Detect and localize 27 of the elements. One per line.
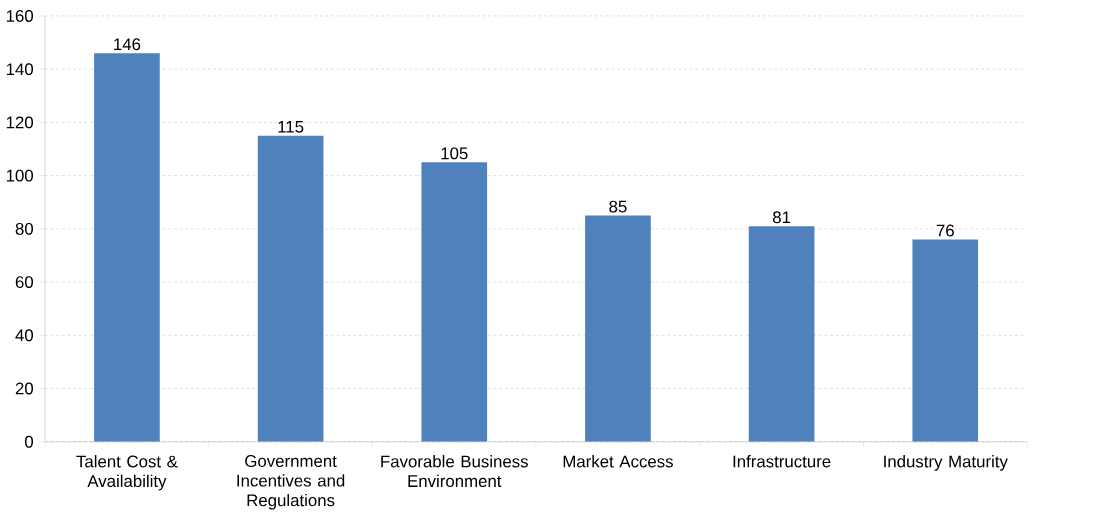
x-tick-label: Talent Cost & Availability xyxy=(76,454,178,491)
x-tick-label: Market Access xyxy=(563,454,673,468)
y-tick-label: 60 xyxy=(15,276,34,288)
y-tick-label: 20 xyxy=(15,382,34,395)
y-tick-label: 100 xyxy=(6,169,34,182)
y-tick-label: 140 xyxy=(6,63,34,75)
y-tick-label: 0 xyxy=(24,435,34,448)
x-tick-label: Government Incentives and Regulations xyxy=(237,454,345,510)
y-tick-label: 120 xyxy=(6,116,34,129)
x-tick-label: Industry Maturity xyxy=(884,454,1008,471)
bar xyxy=(912,239,979,442)
x-tick-label: Infrastructure xyxy=(733,454,831,468)
bar xyxy=(585,215,651,442)
data-label: 85 xyxy=(609,200,627,213)
bar xyxy=(748,226,815,442)
data-label: 105 xyxy=(441,147,468,160)
data-label: 76 xyxy=(936,224,954,237)
bar xyxy=(94,53,160,442)
data-label: 146 xyxy=(114,38,141,51)
bar xyxy=(421,162,488,442)
x-tick-label: Favorable Business Environment xyxy=(381,454,528,487)
y-tick-label: 40 xyxy=(15,329,34,342)
data-label: 115 xyxy=(278,120,304,133)
y-tick-label: 160 xyxy=(6,9,34,22)
y-tick-label: 80 xyxy=(15,222,34,235)
data-label: 81 xyxy=(772,211,791,224)
bar xyxy=(257,135,324,442)
